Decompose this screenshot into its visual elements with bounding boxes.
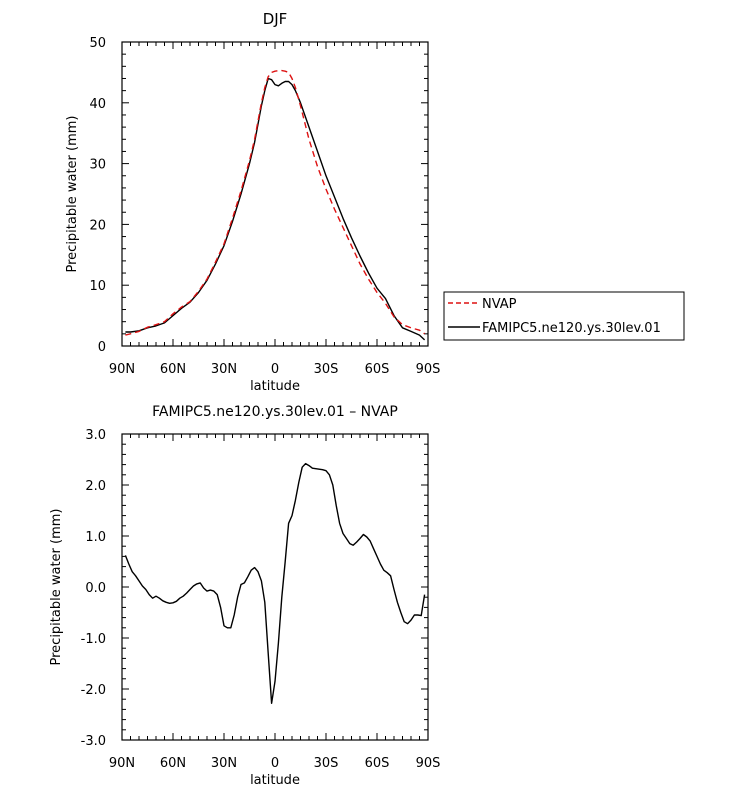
x-tick-label: 30S bbox=[314, 362, 339, 377]
series-line-1 bbox=[125, 77, 426, 341]
x-tick-label: 60S bbox=[365, 756, 390, 771]
y-tick-label: 2.0 bbox=[85, 479, 106, 494]
x-tick-label: 0 bbox=[271, 362, 279, 377]
y-tick-label: -3.0 bbox=[81, 734, 106, 749]
legend-label: NVAP bbox=[482, 297, 517, 312]
x-tick-label: 0 bbox=[271, 756, 279, 771]
plot-frame bbox=[121, 433, 429, 741]
y-tick-label: 1.0 bbox=[85, 530, 106, 545]
y-axis: 0 10 20 30 40 50 Precipitable water (mm) bbox=[65, 36, 428, 355]
x-tick-label: 90N bbox=[109, 362, 135, 377]
chart-title: FAMIPC5.ne120.ys.30lev.01 – NVAP bbox=[152, 404, 398, 420]
x-tick-label: 60N bbox=[160, 362, 186, 377]
x-tick-label: 90S bbox=[416, 362, 441, 377]
chart-1: DJF 90N 60N 30N 0 30S 60S 90S latitude 0 10 20 30 40 5… bbox=[65, 10, 685, 394]
legend-box bbox=[443, 291, 685, 341]
y-tick-label: 0.0 bbox=[85, 581, 106, 596]
legend-label: FAMIPC5.ne120.ys.30lev.01 bbox=[482, 321, 661, 336]
y-tick-label: 3.0 bbox=[85, 428, 106, 443]
y-tick-label: 0 bbox=[98, 340, 106, 355]
chart-title: DJF bbox=[263, 10, 288, 28]
y-tick-label: 10 bbox=[89, 279, 106, 294]
x-tick-label: 30N bbox=[211, 362, 237, 377]
series-line-2 bbox=[125, 69, 426, 336]
y-axis-label: Precipitable water (mm) bbox=[65, 116, 80, 273]
y-axis: 3.0 2.0 1.0 0.0 -1.0 -2.0 -3.0 Precipitable wat… bbox=[49, 428, 428, 749]
x-tick-label: 90S bbox=[416, 756, 441, 771]
x-axis: 90N 60N 30N 0 30S 60S 90S latitude bbox=[109, 42, 441, 394]
y-tick-label: -2.0 bbox=[81, 683, 106, 698]
y-axis-label: Precipitable water (mm) bbox=[49, 509, 64, 666]
y-tick-label: 50 bbox=[89, 36, 106, 51]
plot-frame bbox=[121, 41, 429, 347]
chart-2: FAMIPC5.ne120.ys.30lev.01 – NVAP 90N 60N 30… bbox=[49, 404, 440, 788]
x-axis: 90N 60N 30N 0 30S 60S 90S latitude bbox=[109, 434, 441, 788]
x-tick-label: 60N bbox=[160, 756, 186, 771]
x-tick-label: 60S bbox=[365, 362, 390, 377]
x-axis-label: latitude bbox=[250, 773, 300, 788]
x-tick-label: 90N bbox=[109, 756, 135, 771]
x-tick-label: 30N bbox=[211, 756, 237, 771]
y-tick-label: 20 bbox=[89, 218, 106, 233]
y-tick-label: 30 bbox=[89, 158, 106, 173]
x-tick-label: 30S bbox=[314, 756, 339, 771]
y-tick-label: -1.0 bbox=[81, 632, 106, 647]
y-tick-label: 40 bbox=[89, 97, 106, 112]
legend: NVAP FAMIPC5.ne120.ys.30lev.01 bbox=[443, 291, 685, 341]
series-line-1 bbox=[124, 462, 426, 704]
x-axis-label: latitude bbox=[250, 379, 300, 394]
